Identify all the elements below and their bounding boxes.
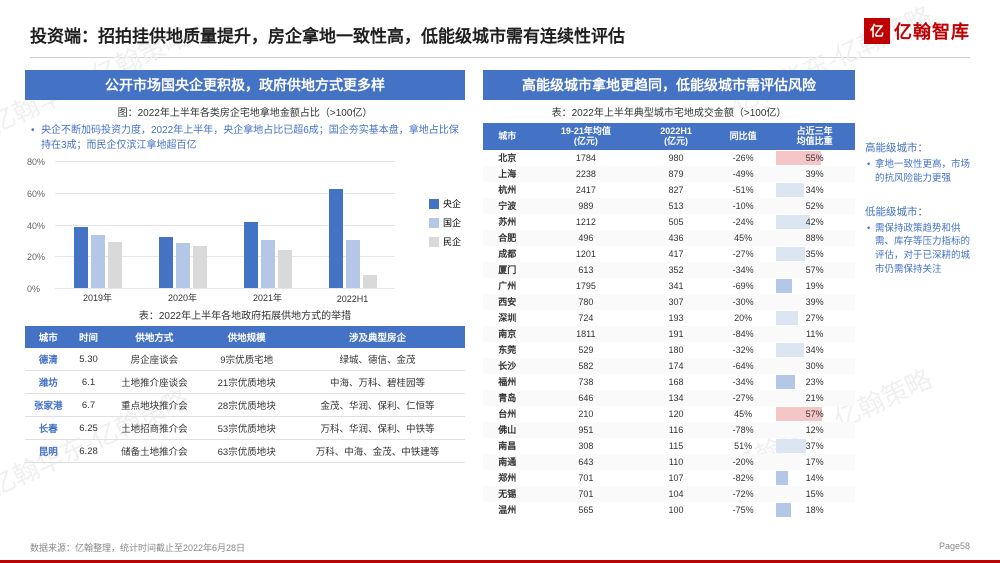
footer-page: Page58: [939, 541, 970, 554]
table-row: 成都1201417-27%35%: [483, 246, 855, 262]
table-row: 佛山951116-78%12%: [483, 422, 855, 438]
table-row: 张家港6.7重点地块推介会28宗优质地块金茂、华润、保利、仁恒等: [25, 394, 465, 417]
table-row: 长沙582174-64%30%: [483, 358, 855, 374]
page-title: 投资端：招拍挂供地质量提升，房企拿地一致性高，低能级城市需有连续性评估: [30, 22, 970, 47]
left-table-caption: 表：2022年上半年各地政府拓展供地方式的举措: [25, 307, 465, 322]
table-row: 福州738168-34%23%: [483, 374, 855, 390]
logo: 亿 亿翰智库: [864, 18, 970, 44]
logo-mark: 亿: [864, 18, 890, 44]
table-row: 潍坊6.1土地推介座谈会21宗优质地块中海、万科、碧桂园等: [25, 371, 465, 394]
footer-source: 数据来源：亿翰整理，统计时间截止至2022年6月28日: [30, 541, 245, 554]
right-panel: 高能级城市拿地更趋同，低能级城市需评估风险 表：2022年上半年典型城市宅地成交…: [483, 70, 975, 518]
header: 投资端：招拍挂供地质量提升，房企拿地一致性高，低能级城市需有连续性评估 亿 亿翰…: [0, 0, 1000, 47]
table-row: 南通643110-20%17%: [483, 454, 855, 470]
left-table: 城市时间供地方式供地规模涉及典型房企 德清5.30房企座谈会9宗优质宅地绿城、德…: [25, 326, 465, 463]
bar: [74, 227, 88, 288]
footer: 数据来源：亿翰整理，统计时间截止至2022年6月28日 Page58: [30, 541, 970, 554]
content: 公开市场国央企更积极，政府供地方式更多样 图：2022年上半年各类房企宅地拿地金…: [0, 58, 1000, 518]
logo-text: 亿翰智库: [894, 18, 970, 44]
chart-caption: 图：2022年上半年各类房企宅地拿地金额占比（>100亿）: [25, 104, 465, 119]
right-table: 城市19-21年均值(亿元)2022H1(亿元)同比值占近三年均值比重 北京17…: [483, 123, 855, 518]
bar-chart: 0%20%40%60%80%2019年2020年2021年2022H1 央企国企…: [25, 157, 465, 307]
table-row: 宁波989513-10%52%: [483, 198, 855, 214]
bar: [346, 240, 360, 288]
bar: [278, 250, 292, 288]
table-row: 厦门613352-34%57%: [483, 262, 855, 278]
right-banner: 高能级城市拿地更趋同，低能级城市需评估风险: [483, 70, 855, 100]
table-row: 杭州2417827-51%34%: [483, 182, 855, 198]
table-row: 南昌30811551%37%: [483, 438, 855, 454]
table-row: 深圳72419320%27%: [483, 310, 855, 326]
table-row: 无锡701104-72%15%: [483, 486, 855, 502]
bar: [193, 246, 207, 288]
table-row: 西安780307-30%39%: [483, 294, 855, 310]
table-row: 南京1811191-84%11%: [483, 326, 855, 342]
table-row: 长春6.25土地招商推介会53宗优质地块万科、华润、保利、中铁等: [25, 417, 465, 440]
table-row: 东莞529180-32%34%: [483, 342, 855, 358]
chart-legend: 央企国企民企: [429, 197, 461, 254]
bar: [363, 275, 377, 288]
left-panel: 公开市场国央企更积极，政府供地方式更多样 图：2022年上半年各类房企宅地拿地金…: [25, 70, 465, 518]
bar: [244, 222, 258, 288]
table-row: 昆明6.28储备土地推介会63宗优质地块万科、中海、金茂、中铁建等: [25, 440, 465, 463]
left-banner: 公开市场国央企更积极，政府供地方式更多样: [25, 70, 465, 100]
table-row: 郑州701107-82%14%: [483, 470, 855, 486]
bar: [176, 243, 190, 288]
table-row: 德清5.30房企座谈会9宗优质宅地绿城、德信、金茂: [25, 348, 465, 371]
table-row: 青岛646134-27%21%: [483, 390, 855, 406]
table-row: 北京1784980-26%55%: [483, 150, 855, 166]
right-table-caption: 表：2022年上半年典型城市宅地成交金额（>100亿）: [483, 104, 855, 119]
right-notes: 高能级城市：拿地一致性更高，市场的抗风险能力更强低能级城市：需保持政策趋势和供需…: [865, 70, 975, 518]
bar: [108, 242, 122, 288]
table-row: 合肥49643645%88%: [483, 230, 855, 246]
chart-bullet: 央企不断加码投资力度，2022年上半年，央企拿地占比已超6成；国企夯实基本盘，拿…: [25, 123, 465, 157]
bar: [91, 235, 105, 288]
table-row: 苏州1212505-24%42%: [483, 214, 855, 230]
bar: [261, 240, 275, 288]
table-row: 台州21012045%57%: [483, 406, 855, 422]
table-row: 上海2238879-49%39%: [483, 166, 855, 182]
table-row: 广州1795341-69%19%: [483, 278, 855, 294]
bar: [159, 237, 173, 288]
bar: [329, 189, 343, 288]
table-row: 温州565100-75%18%: [483, 502, 855, 518]
